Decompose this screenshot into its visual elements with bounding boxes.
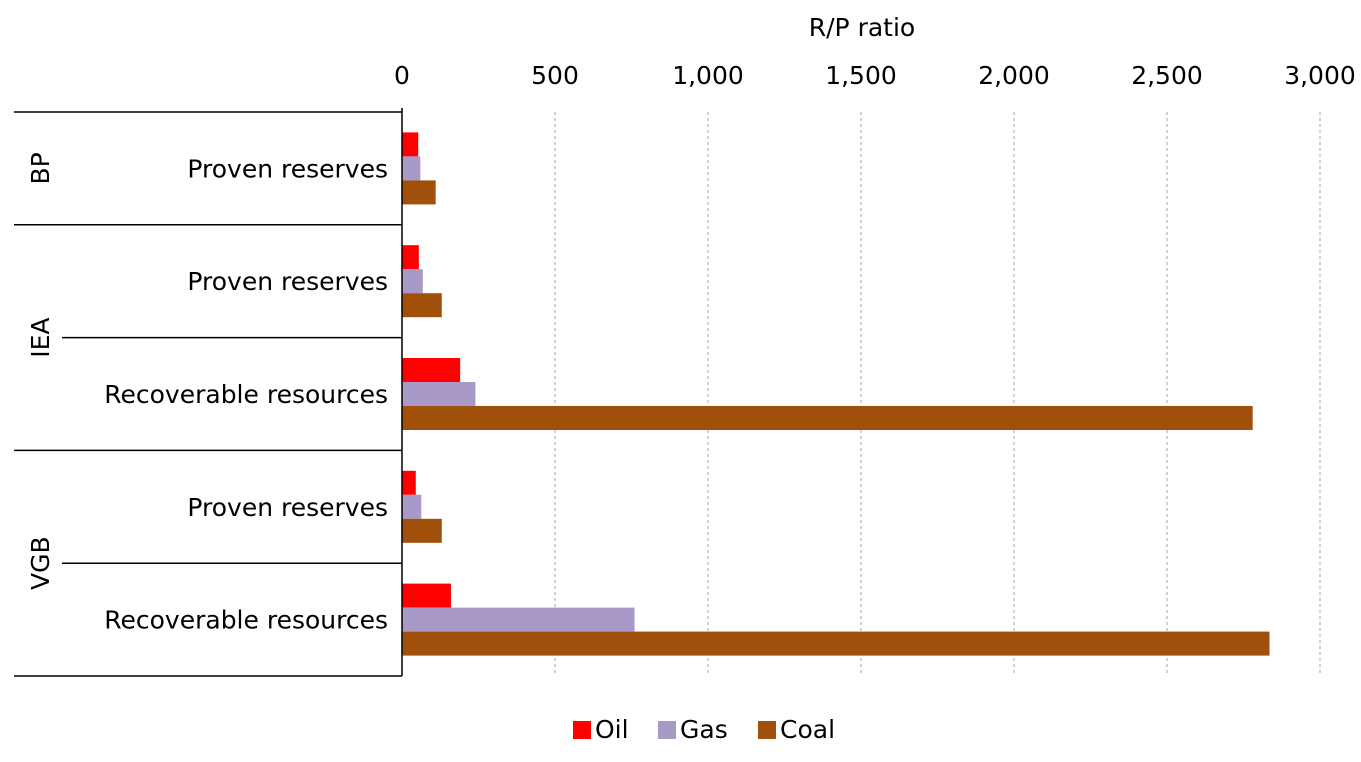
legend: Oil Gas Coal: [573, 715, 835, 744]
bar-gas-5: [402, 607, 635, 632]
group-label-bp: BP: [26, 152, 55, 184]
category-label-3: Recoverable resources: [104, 380, 388, 409]
group-label-iea: IEA: [26, 317, 55, 357]
bar-gas-2: [402, 269, 423, 294]
bar-coal-2: [402, 293, 442, 318]
axes-layer: [14, 108, 403, 677]
x-tick-label-2-500: 2,500: [1131, 61, 1203, 90]
bar-gas-4: [402, 494, 422, 519]
x-tick-label-1-000: 1,000: [672, 61, 744, 90]
category-label-5: Recoverable resources: [104, 606, 388, 635]
group-label-vgb: VGB: [26, 536, 55, 590]
bar-oil-2: [402, 245, 419, 270]
category-label-1: Proven reserves: [187, 154, 388, 183]
legend-label-coal: Coal: [780, 715, 835, 744]
category-label-2: Proven reserves: [187, 267, 388, 296]
bar-oil-5: [402, 583, 451, 608]
x-tick-label-0: 0: [394, 61, 410, 90]
category-labels: Proven reserves Proven reserves Recoverabl…: [104, 154, 388, 634]
legend-swatch-coal: [758, 721, 776, 739]
x-tick-label-500: 500: [531, 61, 579, 90]
x-axis-title: R/P ratio: [809, 13, 915, 42]
legend-label-gas: Gas: [680, 715, 728, 744]
bar-gas-3: [402, 382, 476, 406]
group-labels: BP IEA VGB: [26, 152, 55, 590]
category-label-4: Proven reserves: [187, 493, 388, 522]
legend-swatch-oil: [573, 721, 591, 739]
x-tick-label-3-000: 3,000: [1284, 61, 1356, 90]
bars-layer: [402, 132, 1270, 656]
bar-oil-4: [402, 470, 416, 495]
bar-oil-1: [402, 132, 419, 157]
legend-swatch-gas: [658, 721, 676, 739]
grid-layer: [554, 112, 1321, 676]
bar-coal-4: [402, 518, 442, 543]
legend-label-oil: Oil: [595, 715, 629, 744]
x-tick-label-2-000: 2,000: [978, 61, 1050, 90]
bar-coal-5: [402, 631, 1270, 656]
bar-coal-3: [402, 406, 1253, 430]
x-tick-label-1-500: 1,500: [825, 61, 897, 90]
bar-oil-3: [402, 358, 461, 382]
bar-coal-1: [402, 180, 436, 205]
x-tick-labels: 0 500 1,000 1,500 2,000 2,500 3,000: [394, 61, 1356, 90]
bar-gas-1: [402, 156, 421, 181]
